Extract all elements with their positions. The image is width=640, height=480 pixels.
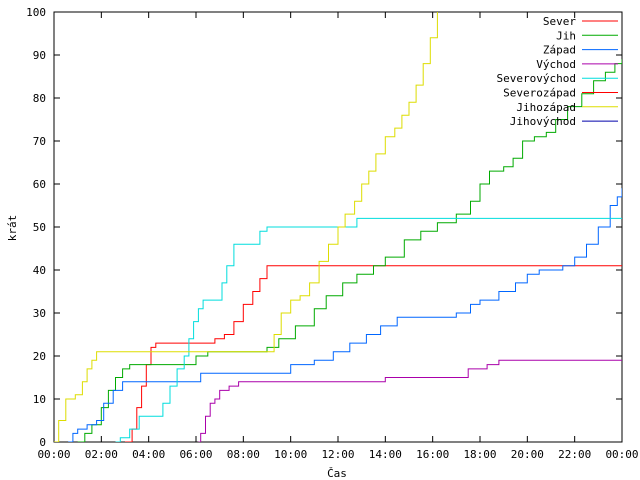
legend-label: Západ [543, 44, 576, 57]
series-line-2 [68, 188, 622, 442]
x-tick-label: 00:00 [605, 448, 638, 461]
x-tick-label: 12:00 [321, 448, 354, 461]
x-tick-label: 22:00 [558, 448, 591, 461]
y-tick-label: 90 [33, 49, 46, 62]
series-line-3 [198, 359, 622, 442]
y-tick-label: 30 [33, 307, 46, 320]
legend-label: Severozápad [503, 87, 576, 100]
series-line-6 [54, 12, 438, 442]
series-layer [54, 12, 622, 442]
y-axis: 0 10 20 30 40 50 60 70 80 90 100 [26, 6, 622, 449]
x-axis-label: Čas [327, 467, 347, 480]
y-tick-label: 20 [33, 350, 46, 363]
x-tick-label: 08:00 [227, 448, 260, 461]
y-tick-label: 60 [33, 178, 46, 191]
x-tick-label: 14:00 [369, 448, 402, 461]
y-tick-label: 50 [33, 221, 46, 234]
y-tick-label: 80 [33, 92, 46, 105]
y-tick-label: 100 [26, 6, 46, 19]
legend-label: Sever [543, 15, 576, 28]
x-tick-label: 16:00 [416, 448, 449, 461]
legend-label: Severovýchod [497, 72, 576, 85]
legend-label: Jih [556, 29, 576, 42]
y-axis-label: krát [6, 215, 19, 242]
x-tick-label: 02:00 [85, 448, 118, 461]
x-tick-label: 04:00 [132, 448, 165, 461]
legend-label: Jihozápad [516, 101, 576, 114]
x-tick-label: 00:00 [37, 448, 70, 461]
y-tick-label: 0 [39, 436, 46, 449]
x-tick-label: 18:00 [463, 448, 496, 461]
legend-label: Jihovýchod [510, 115, 576, 128]
series-line-4 [115, 217, 622, 442]
x-tick-label: 06:00 [179, 448, 212, 461]
x-tick-label: 10:00 [274, 448, 307, 461]
legend-label: Východ [536, 58, 576, 71]
y-tick-label: 10 [33, 393, 46, 406]
x-axis: 00:00 02:00 04:00 06:00 08:00 10:00 12:00 14:00… [37, 12, 639, 461]
y-tick-label: 40 [33, 264, 46, 277]
x-tick-label: 20:00 [511, 448, 544, 461]
series-line-0 [125, 265, 622, 442]
series-line-1 [77, 59, 622, 442]
y-tick-label: 70 [33, 135, 46, 148]
